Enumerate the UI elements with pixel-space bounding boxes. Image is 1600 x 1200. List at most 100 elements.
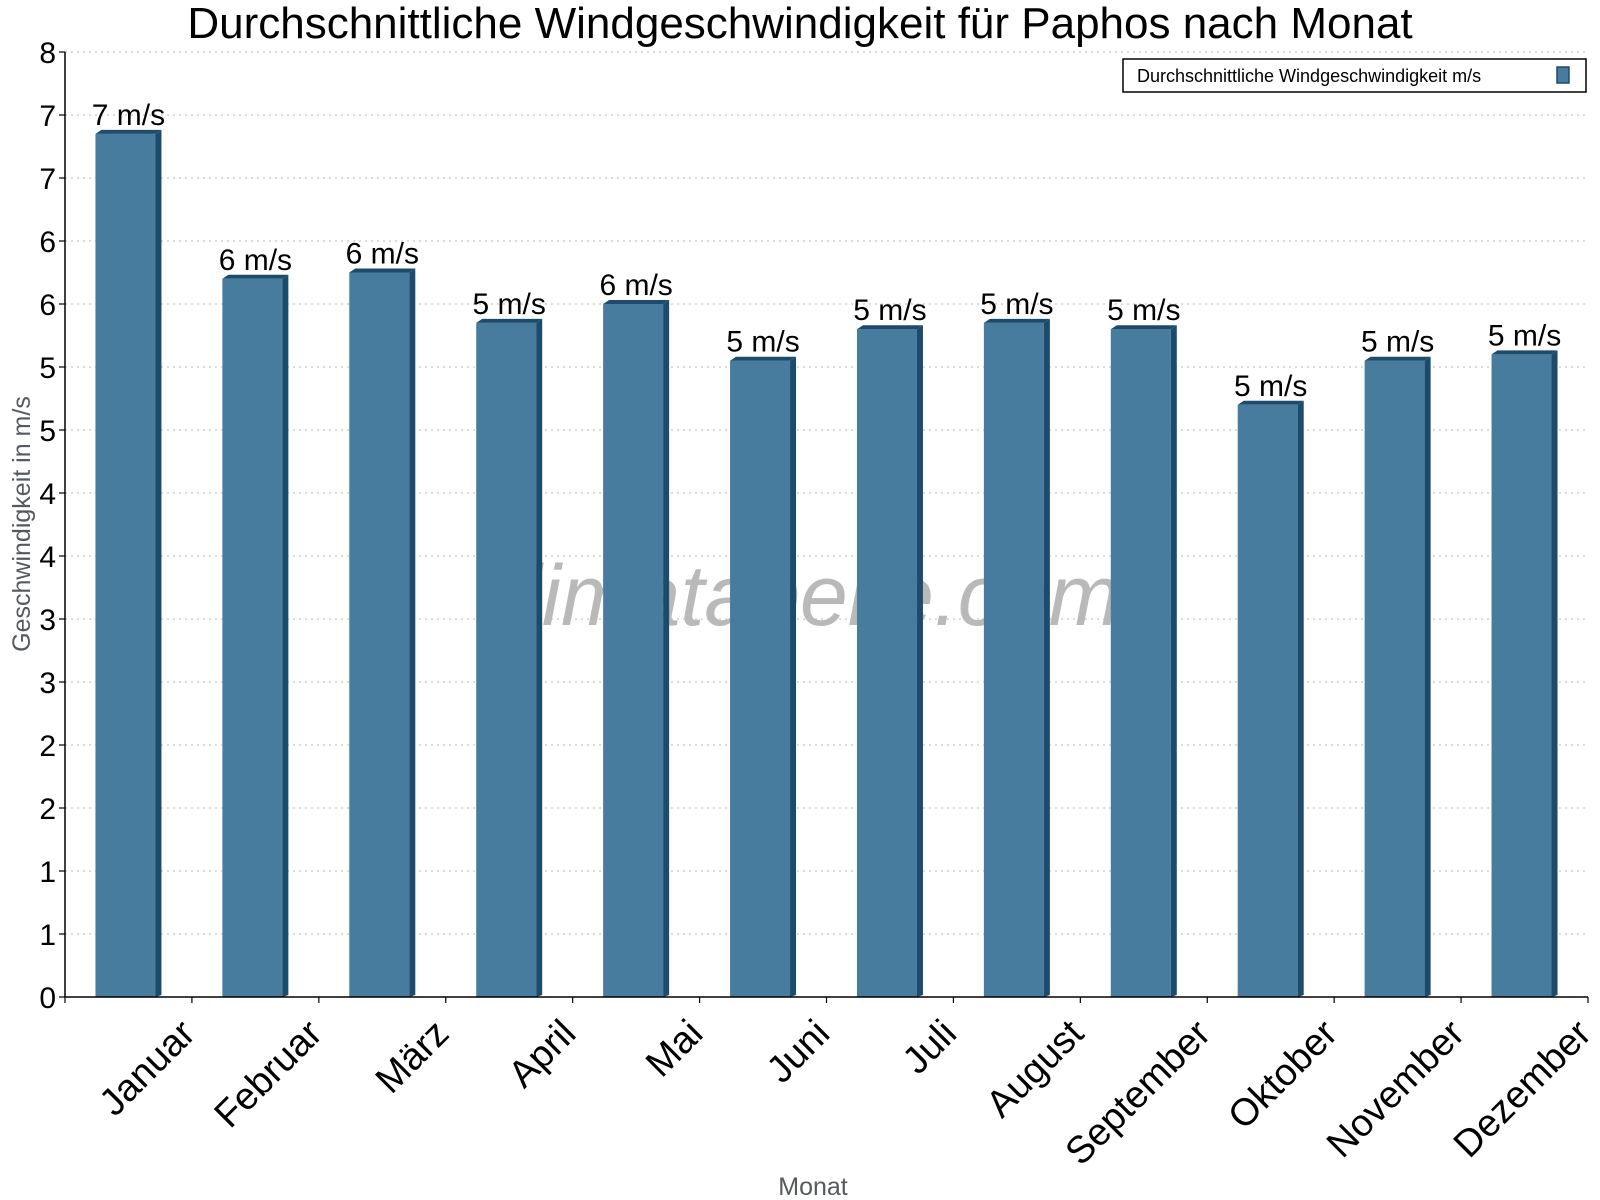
- bar: [349, 268, 416, 997]
- bar-front: [730, 360, 791, 997]
- bar-side: [1297, 400, 1304, 997]
- axes: [59, 51, 1589, 1003]
- data-label: 5 m/s: [853, 294, 926, 327]
- data-labels: 7 m/s 6 m/s 6 m/s 5 m/s 6 m/s 5 m/s 5 m/s 5 m/s…: [92, 99, 1561, 403]
- bar-front: [95, 133, 156, 997]
- bar-front: [1491, 354, 1552, 997]
- grid-lines: [65, 51, 1588, 935]
- bar-top: [856, 325, 923, 330]
- x-tick-labels: Januar Februar März April Mai Juni Juli AugustS…: [92, 1012, 1600, 1173]
- y-tick-label: 7: [39, 163, 56, 196]
- x-tick-label: Januar: [92, 1012, 204, 1124]
- bar-side: [1043, 318, 1050, 997]
- bar-top: [1364, 356, 1431, 361]
- y-tick-label: 2: [39, 793, 56, 826]
- bar-side: [1424, 356, 1431, 997]
- y-tick-labels: 0 1 1 2 2 3 3 4 4 5 5 6 6 7 7 8: [39, 37, 56, 1015]
- x-tick-label: Mai: [638, 1012, 711, 1085]
- y-tick-label: 3: [39, 604, 56, 637]
- bar-top: [95, 129, 162, 134]
- legend-label: Durchschnittliche Windgeschwindigkeit m/…: [1137, 66, 1481, 86]
- x-tick-label: April: [501, 1012, 584, 1095]
- bar: [1364, 356, 1431, 997]
- bar-front: [1364, 360, 1425, 997]
- bar-side: [155, 129, 162, 997]
- bar-side: [536, 318, 543, 997]
- bar-top: [1110, 325, 1177, 330]
- bar-side: [1170, 325, 1177, 997]
- data-label: 7 m/s: [92, 99, 165, 132]
- data-label: 6 m/s: [219, 244, 292, 277]
- chart-title: Durchschnittliche Windgeschwindigkeit fü…: [187, 0, 1412, 48]
- y-tick-label: 4: [39, 478, 56, 511]
- y-tick-label: 3: [39, 667, 56, 700]
- x-tick-label: November: [1319, 1012, 1473, 1166]
- data-label: 5 m/s: [1234, 370, 1307, 403]
- bar-front: [1110, 329, 1171, 997]
- y-tick-label: 1: [39, 919, 56, 952]
- bar-side: [1551, 350, 1558, 997]
- bar: [730, 356, 797, 997]
- bar-front: [983, 322, 1044, 997]
- data-label: 5 m/s: [1107, 294, 1180, 327]
- y-tick-label: 5: [39, 415, 56, 448]
- bar: [1110, 325, 1177, 997]
- data-label: 5 m/s: [726, 326, 799, 359]
- bar-front: [603, 304, 664, 997]
- bar-side: [790, 356, 797, 997]
- bar-top: [603, 300, 670, 304]
- data-label: 5 m/s: [1488, 319, 1561, 352]
- data-label: 5 m/s: [980, 288, 1053, 321]
- bar: [1491, 350, 1558, 997]
- bar-top: [476, 318, 543, 323]
- x-tick-label: Dezember: [1446, 1012, 1600, 1166]
- bar: [222, 274, 289, 997]
- bar-top: [983, 318, 1050, 323]
- bar-top: [1491, 350, 1558, 355]
- bar-front: [856, 329, 917, 997]
- y-axis-label: Geschwindigkeit in m/s: [8, 396, 36, 652]
- bar-side: [409, 268, 416, 997]
- bar-front: [222, 278, 283, 997]
- y-tick-label: 8: [39, 37, 56, 70]
- x-tick-label: Februar: [207, 1012, 331, 1136]
- x-tick-label: Oktober: [1220, 1012, 1346, 1138]
- y-tick-label: 5: [39, 352, 56, 385]
- data-label: 5 m/s: [473, 288, 546, 321]
- bar-side: [282, 274, 289, 997]
- data-label: 6 m/s: [346, 238, 419, 271]
- data-label: 6 m/s: [599, 269, 672, 302]
- bar: [603, 300, 670, 997]
- legend-swatch: [1556, 66, 1570, 84]
- bar-side: [663, 300, 670, 997]
- y-tick-label: 2: [39, 730, 56, 763]
- bar-top: [349, 268, 416, 273]
- y-tick-label: 0: [39, 982, 56, 1015]
- y-tick-label: 6: [39, 289, 56, 322]
- bar-top: [730, 356, 797, 361]
- bar: [476, 318, 543, 997]
- bar-side: [916, 325, 923, 997]
- x-tick-label: August: [979, 1012, 1093, 1126]
- data-label: 5 m/s: [1361, 326, 1434, 359]
- bar-front: [349, 272, 410, 997]
- y-tick-label: 7: [39, 100, 56, 133]
- legend: Durchschnittliche Windgeschwindigkeit m/…: [1122, 58, 1587, 93]
- y-tick-label: 6: [39, 226, 56, 259]
- x-axis-label: Monat: [778, 1173, 848, 1200]
- x-tick-label: März: [368, 1012, 457, 1101]
- bars: [95, 129, 1558, 997]
- bar-front: [476, 322, 537, 997]
- bar: [1237, 400, 1304, 997]
- bar: [983, 318, 1050, 997]
- x-tick-label: Juni: [759, 1012, 838, 1091]
- x-tick-label: Juli: [895, 1012, 965, 1082]
- bar-top: [1237, 400, 1304, 405]
- bar: [95, 129, 162, 997]
- bar: [856, 325, 923, 997]
- legend-box: [1122, 58, 1587, 93]
- bar-top: [222, 274, 289, 279]
- bar-front: [1237, 404, 1298, 997]
- y-tick-label: 4: [39, 541, 56, 574]
